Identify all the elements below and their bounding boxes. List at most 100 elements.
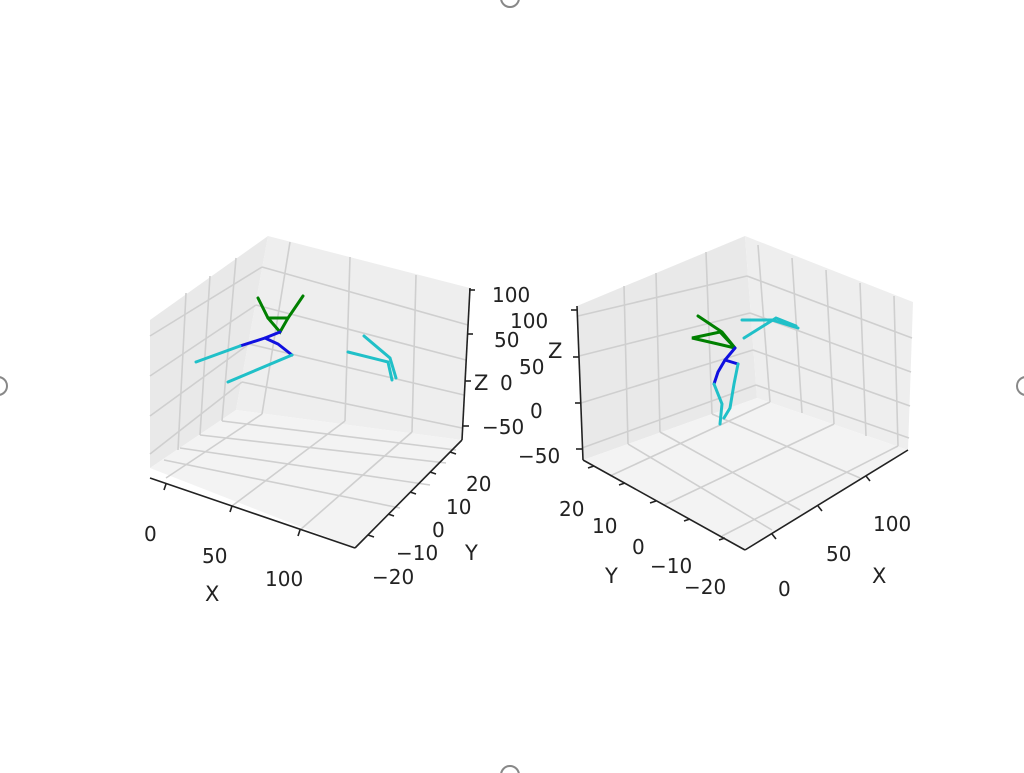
resize-handle-right[interactable] [1016, 376, 1024, 396]
tick-mark [163, 483, 167, 491]
grid-line [241, 381, 463, 429]
y-tick-label: −10 [396, 541, 438, 565]
grid-line [859, 282, 867, 437]
y-tick-label: 0 [432, 518, 445, 542]
x-axis-line [744, 449, 909, 551]
x-tick-label: 100 [873, 512, 911, 536]
floor-pane-xy [583, 398, 908, 550]
z-tick-label: 0 [530, 399, 543, 423]
y-axis-line [582, 459, 746, 551]
cyan-limb-segment [346, 350, 394, 382]
resize-handle-bottom[interactable] [500, 765, 520, 773]
cyan-limb-segment [722, 362, 740, 420]
y-tick-label: −10 [650, 554, 692, 578]
tick-mark [771, 533, 777, 540]
resize-handle-top[interactable] [500, 0, 520, 8]
grid-line [659, 431, 801, 511]
tick-mark [297, 529, 301, 537]
cyan-limb-segment [712, 382, 724, 426]
tick-mark [229, 505, 233, 513]
z-tick-label: 100 [510, 309, 548, 333]
cyan-limb-segment [194, 344, 242, 364]
skeleton-right [691, 314, 800, 426]
tick-mark [649, 500, 657, 504]
grid-line [757, 244, 771, 403]
grid-line [177, 292, 187, 451]
z-tick-label: −50 [518, 444, 560, 468]
z-tick-label: 100 [492, 283, 530, 307]
x-tick-label: 0 [144, 522, 157, 546]
resize-handle-left[interactable] [0, 376, 8, 396]
y-tick-label: 0 [632, 535, 645, 559]
grid-line [655, 272, 661, 433]
grid-line [791, 257, 803, 414]
grid-line [149, 343, 250, 417]
blue-limb-segment [263, 336, 294, 357]
z-tick-label: −50 [482, 415, 524, 439]
grid-line [149, 381, 243, 455]
z-axis-line [461, 287, 471, 441]
x-tick-label: 100 [265, 567, 303, 591]
grid-line [721, 445, 899, 537]
grid-line [663, 423, 835, 506]
cyan-limb-segment [740, 318, 800, 330]
x-tick-label: 50 [826, 542, 851, 566]
grid-line [752, 349, 911, 407]
y-axis-label: Y [604, 564, 618, 588]
blue-limb-segment [712, 346, 737, 386]
x-axis-label: X [872, 564, 886, 588]
z-tick-label: 0 [500, 371, 513, 395]
grid-line [179, 447, 431, 486]
tick-mark [618, 482, 626, 486]
x-tick-label: 0 [778, 577, 791, 601]
skeleton-left [194, 294, 398, 384]
grid-line [299, 431, 413, 531]
y-axis-line [354, 439, 463, 549]
right-3d-axes: 0 50 100 −20 −10 0 10 20 −50 0 50 100 X … [510, 236, 913, 601]
left-3d-axes: 0 50 100 −20 −10 0 10 20 −50 0 50 100 X … [144, 236, 530, 606]
y-tick-label: 10 [446, 495, 471, 519]
grid-line [149, 266, 263, 337]
grid-line [746, 275, 913, 339]
x-axis-line [149, 477, 356, 549]
grid-line [221, 420, 457, 451]
z-axis-line [576, 305, 584, 461]
tick-mark [817, 505, 823, 512]
cyan-limb-segment [226, 353, 294, 384]
y-tick-label: 10 [592, 514, 617, 538]
z-axis-label: Z [474, 371, 488, 395]
grid-line [577, 275, 748, 317]
x-tick-label: 50 [202, 544, 227, 568]
grid-line [411, 274, 417, 433]
y-tick-label: −20 [372, 565, 414, 589]
cyan-limb-segment [362, 334, 398, 380]
tick-mark [409, 491, 417, 495]
grid-line [344, 256, 351, 422]
grid-line [149, 304, 257, 377]
x-axis-label: X [205, 582, 219, 606]
green-limb-segment [691, 314, 737, 350]
y-tick-label: 20 [466, 472, 491, 496]
tick-mark [587, 465, 595, 469]
grid-line [609, 401, 771, 477]
grid-line [825, 269, 835, 425]
tick-mark [387, 513, 395, 517]
grid-line [248, 343, 465, 396]
z-axis-label: Z [548, 339, 562, 363]
tick-mark [718, 537, 726, 541]
tick-mark [449, 451, 457, 455]
grid-line [261, 266, 469, 326]
grid-line [199, 275, 211, 436]
cyan-limb-segment [742, 316, 798, 340]
tick-mark [367, 534, 375, 538]
grid-line [623, 285, 629, 445]
z-tick-label: 50 [494, 328, 519, 352]
tick-mark [683, 518, 691, 522]
y-axis-label: Y [464, 541, 478, 565]
grid-line [578, 312, 751, 357]
floor-pane-xy [150, 410, 462, 548]
grid-line [893, 295, 899, 447]
tick-mark [865, 475, 871, 482]
grid-line [199, 434, 447, 464]
